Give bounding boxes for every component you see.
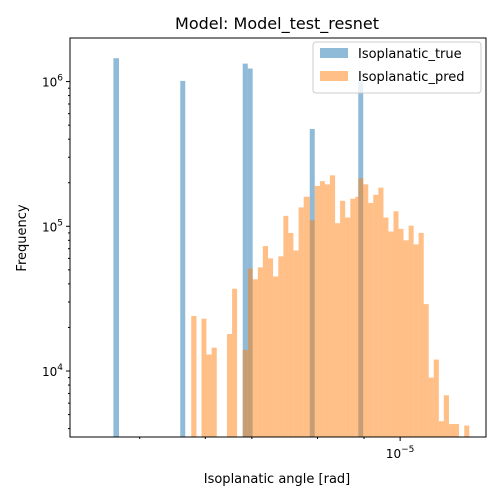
bar-isoplanatic-pred-22 [324, 184, 330, 437]
bar-isoplanatic-pred-45 [438, 421, 444, 437]
legend: Isoplanatic_true Isoplanatic_pred [312, 41, 482, 94]
bar-isoplanatic-true-2 [242, 63, 248, 437]
bar-isoplanatic-pred-24 [335, 223, 341, 437]
bar-isoplanatic-pred-15 [288, 232, 294, 437]
bar-isoplanatic-pred-23 [329, 175, 336, 437]
bar-isoplanatic-true-0 [113, 58, 120, 438]
chart-title: Model: Model_test_resnet [175, 14, 379, 34]
bar-isoplanatic-pred-41 [418, 232, 424, 437]
y-tick-label-0: 104 [42, 363, 63, 379]
bar-isoplanatic-pred-26 [345, 217, 351, 437]
legend-frame [312, 41, 482, 94]
bar-isoplanatic-pred-46 [443, 395, 449, 437]
ticks-layer: 104 105 106 10−5 [42, 74, 414, 461]
bar-isoplanatic-pred-48 [454, 424, 460, 437]
legend-swatch-isoplanatic-true [320, 48, 348, 58]
bar-isoplanatic-pred-27 [350, 198, 356, 437]
bar-isoplanatic-pred-31 [368, 202, 374, 437]
bar-isoplanatic-pred-20 [314, 185, 320, 437]
bar-isoplanatic-pred-17 [298, 207, 304, 437]
bar-isoplanatic-pred-14 [283, 215, 289, 437]
bar-isoplanatic-pred-36 [393, 211, 399, 437]
bar-isoplanatic-pred-7 [247, 268, 253, 437]
plot-frame [69, 37, 487, 438]
bar-isoplanatic-pred-21 [319, 181, 325, 437]
bar-isoplanatic-pred-10 [262, 246, 269, 437]
bar-isoplanatic-pred-30 [363, 184, 369, 437]
bar-isoplanatic-pred-40 [413, 244, 419, 437]
bar-isoplanatic-pred-28 [355, 196, 359, 437]
bar-isoplanatic-pred-47 [448, 424, 455, 437]
bar-isoplanatic-pred-12 [273, 276, 279, 437]
bar-isoplanatic-pred-5 [232, 288, 238, 437]
bar-isoplanatic-pred-19 [309, 220, 315, 437]
bar-isoplanatic-pred-43 [428, 377, 434, 437]
bar-isoplanatic-pred-42 [423, 304, 429, 437]
bar-isoplanatic-pred-4 [226, 334, 233, 437]
y-tick-label-2: 106 [42, 74, 63, 90]
bar-isoplanatic-pred-38 [403, 240, 409, 437]
bar-isoplanatic-pred-33 [378, 187, 384, 437]
bar-isoplanatic-pred-11 [268, 258, 274, 437]
bar-isoplanatic-true-1 [180, 80, 186, 437]
bar-isoplanatic-pred-39 [408, 225, 414, 437]
bars-layer [113, 58, 470, 438]
bar-isoplanatic-pred-29 [358, 178, 364, 437]
legend-label-isoplanatic-true: Isoplanatic_true [358, 47, 462, 62]
x-tick-label-0: 10−5 [386, 445, 415, 461]
bar-isoplanatic-pred-1 [201, 318, 207, 437]
bar-isoplanatic-pred-9 [257, 267, 263, 437]
bar-isoplanatic-pred-3 [211, 347, 217, 437]
bar-isoplanatic-pred-25 [340, 200, 346, 437]
legend-swatch-isoplanatic-pred [320, 71, 348, 81]
x-axis-label: Isoplanatic angle [rad] [204, 472, 351, 487]
bar-isoplanatic-pred-18 [303, 196, 310, 437]
y-axis-label: Frequency [15, 204, 30, 271]
bar-isoplanatic-pred-2 [206, 354, 212, 437]
bar-isoplanatic-pred-32 [373, 194, 379, 437]
bar-isoplanatic-pred-37 [398, 228, 404, 437]
bar-isoplanatic-pred-34 [383, 217, 389, 437]
bar-isoplanatic-pred-8 [252, 279, 258, 437]
bar-isoplanatic-pred-6 [242, 349, 248, 437]
y-tick-label-1: 105 [42, 218, 63, 234]
bar-isoplanatic-pred-35 [388, 231, 394, 437]
bar-isoplanatic-pred-0 [191, 315, 197, 437]
bar-isoplanatic-pred-44 [433, 359, 439, 437]
bar-isoplanatic-pred-49 [464, 425, 470, 437]
bar-isoplanatic-true-3 [247, 68, 253, 438]
bar-isoplanatic-pred-16 [293, 250, 299, 437]
bar-isoplanatic-pred-13 [278, 256, 284, 437]
legend-label-isoplanatic-pred: Isoplanatic_pred [358, 70, 465, 85]
